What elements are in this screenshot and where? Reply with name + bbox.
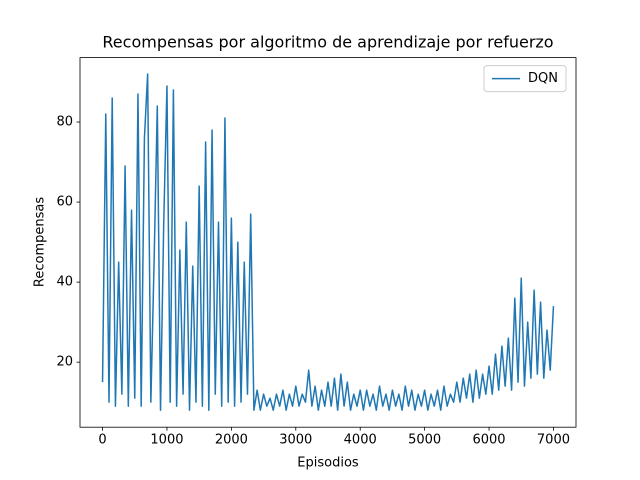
y-axis-label: Recompensas	[33, 197, 48, 287]
x-tick-label: 0	[98, 433, 106, 448]
x-axis-label: Episodios	[297, 456, 359, 471]
y-tick-label: 60	[56, 195, 73, 210]
plot-frame	[79, 57, 577, 428]
y-tick-label: 20	[56, 355, 73, 370]
x-tick-label: 5000	[408, 433, 441, 448]
x-tick-label: 1000	[150, 433, 183, 448]
x-tick-label: 3000	[279, 433, 312, 448]
legend-label: DQN	[528, 71, 558, 86]
chart-title: Recompensas por algoritmo de aprendizaje…	[102, 33, 553, 52]
y-tick-label: 80	[56, 115, 73, 130]
legend-box	[483, 65, 567, 93]
y-tick-label: 40	[56, 275, 73, 290]
x-tick-label: 7000	[537, 433, 570, 448]
x-tick-label: 4000	[344, 433, 377, 448]
x-tick-label: 6000	[472, 433, 505, 448]
data-line	[101, 73, 555, 411]
x-tick-label: 2000	[215, 433, 248, 448]
